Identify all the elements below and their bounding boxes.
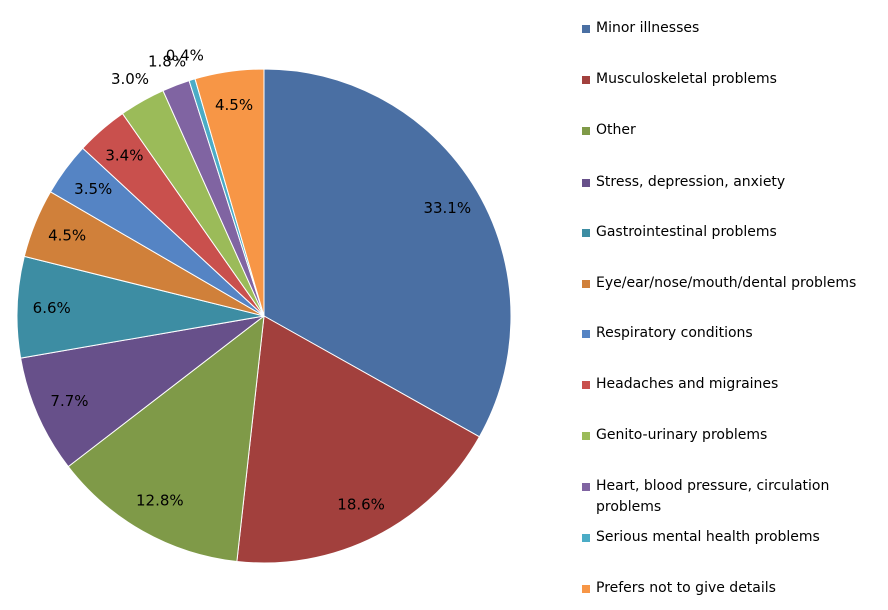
pie-slice [236, 315, 481, 564]
pie-slice [194, 68, 265, 317]
legend-item: Gastrointestinal problems [580, 222, 866, 243]
legend-item: Heart, blood pressure, circulation probl… [580, 476, 846, 518]
data-label: 6.6% [33, 299, 71, 317]
pie-slice [20, 315, 265, 468]
legend-label: Genito-urinary problems [596, 427, 768, 443]
legend-item: Respiratory conditions [580, 323, 866, 344]
data-label: 3.0% [111, 70, 149, 88]
legend-swatch [582, 381, 590, 389]
pie-slice [263, 68, 512, 438]
data-label: 12.8% [136, 492, 184, 510]
legend-label: Musculoskeletal problems [596, 71, 777, 87]
legend-swatch [582, 229, 590, 237]
legend-item: Headaches and migraines [580, 374, 866, 395]
legend-item: Stress, depression, anxiety [580, 172, 866, 193]
legend-label: Prefers not to give details [596, 580, 776, 596]
data-label: 1.8% [148, 53, 186, 71]
data-label: 4.5% [215, 96, 253, 114]
legend-swatch [582, 534, 590, 542]
data-label: 3.4% [105, 146, 143, 164]
legend-swatch [582, 330, 590, 338]
legend-label: Headaches and migraines [596, 376, 779, 392]
legend-label: Other [596, 122, 636, 138]
legend-item: Musculoskeletal problems [580, 69, 866, 90]
legend-label: Respiratory conditions [596, 325, 753, 341]
legend-label: Eye/ear/nose/mouth/dental problems [596, 275, 857, 291]
data-label: 18.6% [337, 495, 385, 513]
legend-item: Genito-urinary problems [580, 425, 866, 446]
legend-swatch [582, 432, 590, 440]
legend-item: Minor illnesses [580, 18, 866, 39]
legend-label: Serious mental health problems [596, 529, 820, 545]
legend-swatch [582, 179, 590, 187]
legend-item: Other [580, 120, 866, 141]
legend-swatch [582, 76, 590, 84]
legend-label: Gastrointestinal problems [596, 224, 777, 240]
legend-swatch [582, 585, 590, 593]
data-label: 0.4% [166, 47, 204, 65]
legend-swatch [582, 280, 590, 288]
legend-item: Prefers not to give details [580, 578, 866, 599]
legend-label: Minor illnesses [596, 20, 700, 36]
legend-label: Stress, depression, anxiety [596, 174, 786, 190]
data-label: 3.5% [74, 180, 112, 198]
legend-swatch [582, 25, 590, 33]
data-label: 33.1% [423, 199, 471, 217]
legend-swatch [582, 483, 590, 491]
data-label: 4.5% [48, 227, 86, 245]
legend-item: Serious mental health problems [580, 527, 866, 548]
legend-item: Eye/ear/nose/mouth/dental problems [580, 273, 866, 294]
data-label: 7.7% [50, 392, 88, 410]
pie-slice [67, 314, 265, 563]
legend-swatch [582, 127, 590, 135]
legend-label: Heart, blood pressure, circulation probl… [596, 478, 830, 515]
